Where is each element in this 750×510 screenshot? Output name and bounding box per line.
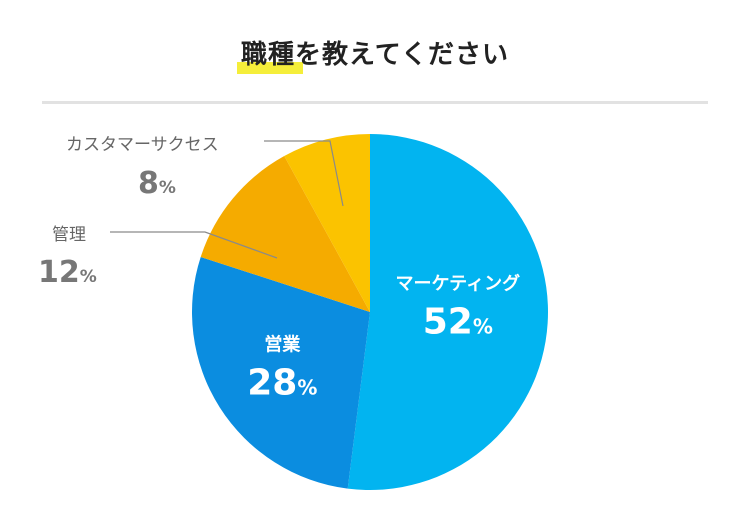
slice-label-0: マーケティング [396,273,521,295]
slice-value-number-2: 12 [38,255,80,290]
slice-value-number-3: 8 [138,166,159,201]
pie-slice-2 [200,156,370,312]
slice-value-unit-3: % [159,178,176,198]
leader-line-3 [264,140,344,207]
slice-value-1: 28% [247,362,317,403]
slice-value-unit-1: % [297,375,317,399]
pie-slice-3 [284,134,370,312]
slice-value-unit-2: % [80,267,97,287]
slice-value-number-1: 28 [247,362,297,403]
leader-line-2 [110,231,278,259]
chart-title-text: 職種を教えてください [241,40,509,70]
slice-value-0: 52% [423,302,493,343]
slice-value-2: 12% [38,255,97,290]
title-divider [42,101,708,104]
pie-slice-1 [192,256,370,489]
slice-label-2: 管理 [52,225,86,245]
slice-label-3: カスタマーサクセス [66,135,219,155]
slice-value-unit-0: % [473,315,493,339]
slice-value-3: 8% [138,166,176,201]
pie-slice-0 [347,134,549,491]
slice-label-1: 営業 [264,333,301,355]
slice-value-number-0: 52 [423,302,473,343]
